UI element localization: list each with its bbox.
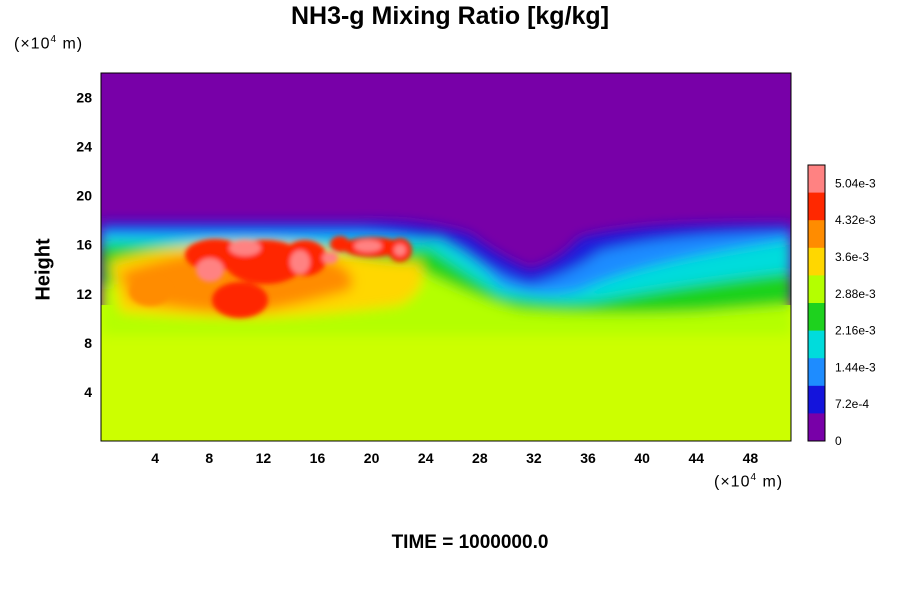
plot-frame (100, 72, 792, 442)
heatmap-field (101, 73, 791, 441)
colorbar-frame (807, 164, 826, 442)
time-label: TIME = 1000000.0 (391, 532, 549, 553)
colorbar-tick-label: 0 (835, 434, 842, 448)
y-tick-label: 16 (76, 237, 92, 253)
x-tick-label: 28 (472, 450, 488, 466)
colorbar-tick-label: 1.44e-3 (835, 360, 876, 374)
y-axis-ticks: 4 8 12 16 20 24 28 (76, 90, 92, 400)
x-tick-label: 24 (418, 450, 434, 466)
y-tick-label: 4 (84, 384, 92, 400)
y-tick-label: 8 (84, 335, 92, 351)
colorbar-swatch (808, 275, 825, 304)
colorbar-tick-label: 7.2e-4 (835, 397, 869, 411)
colorbar-tick-label: 2.88e-3 (835, 287, 876, 301)
chart-title: NH3-g Mixing Ratio [kg/kg] (290, 2, 610, 30)
y-tick-label: 28 (76, 90, 92, 106)
colorbar (807, 164, 826, 442)
x-tick-label: 8 (205, 450, 213, 466)
colorbar-tick-label: 2.16e-3 (835, 324, 876, 338)
x-tick-label: 40 (634, 450, 650, 466)
colorbar-swatch (808, 330, 825, 359)
colorbar-swatch (808, 220, 825, 249)
colorbar-swatch (808, 385, 825, 414)
x-tick-label: 20 (364, 450, 380, 466)
y-tick-label: 24 (76, 139, 92, 155)
x-tick-label: 36 (580, 450, 596, 466)
y-axis-unit: (×104 m) (14, 34, 84, 53)
colorbar-tick-label: 3.6e-3 (835, 250, 869, 264)
y-tick-label: 20 (76, 188, 92, 204)
x-axis-ticks: 4 8 12 16 20 24 28 32 36 40 44 48 (151, 450, 758, 466)
y-tick-label: 12 (76, 286, 92, 302)
x-tick-label: 16 (310, 450, 326, 466)
colorbar-swatch (808, 358, 825, 387)
colorbar-swatch (808, 247, 825, 276)
x-tick-label: 44 (689, 450, 705, 466)
colorbar-ticks: 0 7.2e-4 1.44e-3 2.16e-3 2.88e-3 3.6e-3 4.32e-… (835, 176, 876, 448)
x-tick-label: 4 (151, 450, 159, 466)
colorbar-swatch (808, 192, 825, 221)
colorbar-swatch (808, 413, 825, 442)
x-tick-label: 48 (743, 450, 759, 466)
colorbar-swatch (808, 303, 825, 332)
x-tick-label: 32 (526, 450, 542, 466)
x-axis-unit: (×104 m) (714, 472, 784, 491)
colorbar-swatch (808, 165, 825, 194)
colorbar-tick-label: 5.04e-3 (835, 176, 876, 190)
colorbar-tick-label: 4.32e-3 (835, 213, 876, 227)
x-tick-label: 12 (256, 450, 272, 466)
